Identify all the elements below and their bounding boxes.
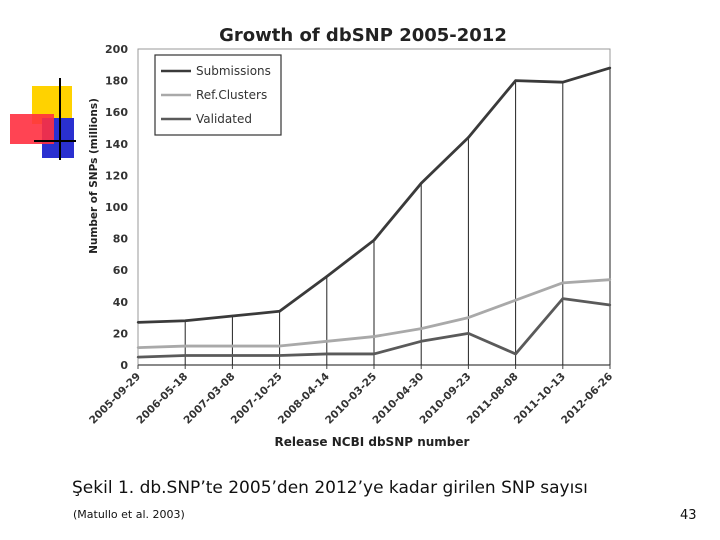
data-point xyxy=(372,238,376,242)
data-point xyxy=(608,303,612,307)
data-point xyxy=(278,310,281,313)
data-point xyxy=(325,352,328,356)
data-point xyxy=(278,344,281,348)
deco-red-square xyxy=(10,114,54,144)
legend-label-ref-clusters: Ref.Clusters xyxy=(196,88,267,102)
y-tick-label: 140 xyxy=(105,138,128,151)
data-point xyxy=(608,278,612,281)
data-point xyxy=(184,354,187,357)
data-point xyxy=(325,340,328,343)
data-point xyxy=(514,299,517,302)
data-point xyxy=(561,80,564,84)
legend-label-submissions: Submissions xyxy=(196,64,271,78)
data-point xyxy=(325,275,328,278)
data-point xyxy=(608,66,612,70)
slide-decoration xyxy=(10,78,76,160)
data-point xyxy=(184,344,187,348)
data-point xyxy=(136,346,140,349)
legend-label-validated: Validated xyxy=(196,112,252,126)
figure-caption: Şekil 1. db.SNP’te 2005’den 2012’ye kada… xyxy=(72,478,588,498)
y-tick-label: 100 xyxy=(105,201,128,214)
chart-title: Growth of dbSNP 2005-2012 xyxy=(219,25,507,46)
y-tick-label: 60 xyxy=(113,264,129,277)
y-tick-label: 160 xyxy=(105,106,128,119)
data-point xyxy=(561,281,564,285)
data-point xyxy=(372,352,376,356)
page-number: 43 xyxy=(680,508,697,523)
data-point xyxy=(420,340,423,343)
y-tick-label: 180 xyxy=(105,75,128,88)
data-point xyxy=(184,319,187,322)
data-point xyxy=(514,79,517,82)
y-tick-label: 120 xyxy=(105,169,128,182)
data-point xyxy=(467,316,470,319)
data-point xyxy=(514,352,517,356)
chart-legend: Submissions Ref.Clusters Validated xyxy=(154,54,282,136)
data-point xyxy=(467,136,470,139)
data-point xyxy=(231,354,234,357)
data-point xyxy=(561,297,564,300)
data-point xyxy=(420,327,423,330)
data-point xyxy=(372,335,376,338)
data-point xyxy=(231,314,234,318)
data-point xyxy=(231,344,234,348)
data-point xyxy=(278,354,281,357)
x-axis-label: Release NCBI dbSNP number xyxy=(275,435,470,449)
data-point xyxy=(420,182,423,185)
y-tick-label: 40 xyxy=(113,296,129,309)
data-point xyxy=(136,355,140,359)
data-point xyxy=(467,332,470,335)
y-tick-label: 200 xyxy=(105,43,128,56)
y-tick-label: 20 xyxy=(113,327,129,340)
y-tick-label: 0 xyxy=(120,359,128,372)
y-axis-label: Number of SNPs (millions) xyxy=(88,98,100,254)
data-point xyxy=(136,321,140,324)
figure-source: (Matullo et al. 2003) xyxy=(73,508,185,521)
y-tick-label: 80 xyxy=(113,233,129,246)
